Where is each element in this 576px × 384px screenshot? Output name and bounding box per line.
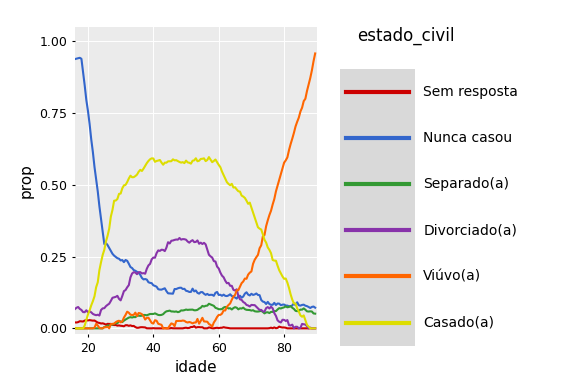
Text: Nunca casou: Nunca casou xyxy=(423,131,513,145)
Text: Divorciado(a): Divorciado(a) xyxy=(423,223,517,237)
Text: Sem resposta: Sem resposta xyxy=(423,85,518,99)
Text: Separado(a): Separado(a) xyxy=(423,177,509,191)
Text: Casado(a): Casado(a) xyxy=(423,316,494,329)
Text: estado_civil: estado_civil xyxy=(357,27,454,45)
Text: Viúvo(a): Viúvo(a) xyxy=(423,270,482,283)
Y-axis label: prop: prop xyxy=(18,163,33,198)
X-axis label: idade: idade xyxy=(175,360,217,375)
